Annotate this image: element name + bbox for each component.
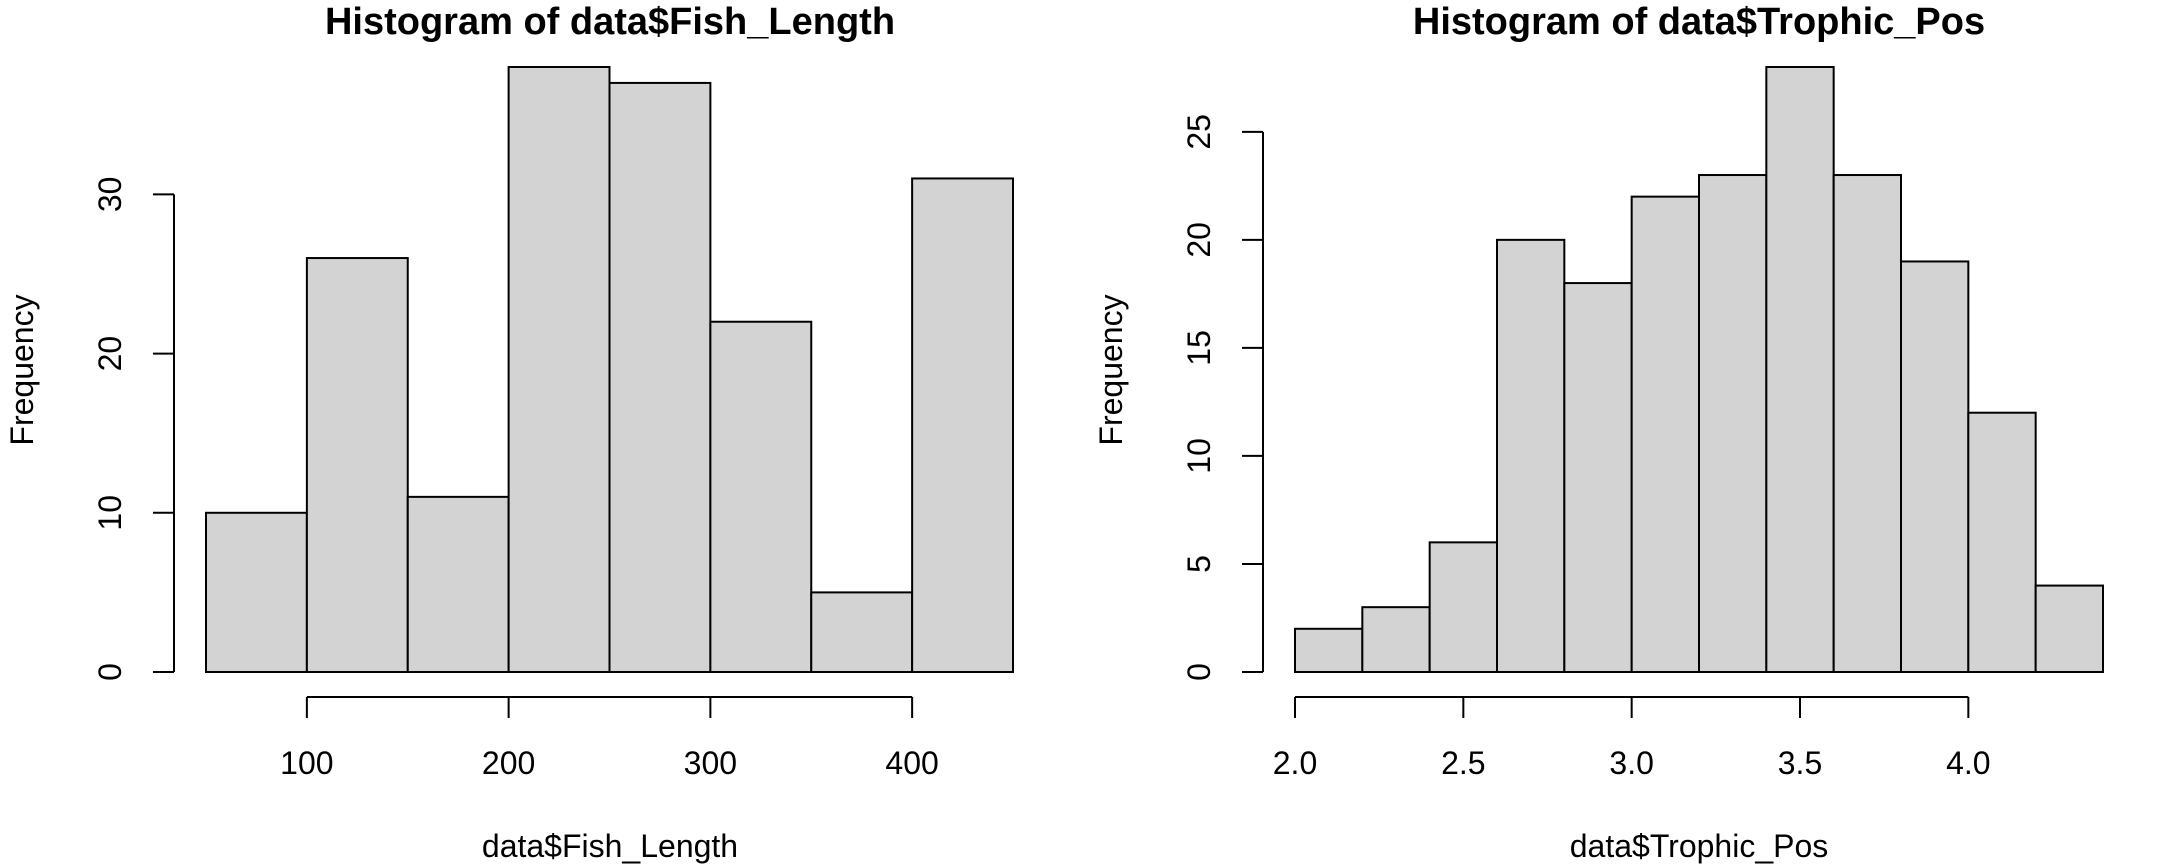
y-tick-label: 20	[1181, 222, 1217, 258]
y-axis: 0 10 20 30	[92, 177, 175, 681]
chart-title: Histogram of data$Trophic_Pos	[1413, 1, 1985, 43]
y-tick-label: 0	[1181, 663, 1217, 681]
histogram-bar	[406, 495, 510, 673]
x-tick-label: 2.0	[1273, 745, 1317, 781]
histogram-bar	[1832, 174, 1902, 674]
histogram-bar	[1967, 411, 2037, 673]
x-tick-label: 2.5	[1441, 745, 1485, 781]
y-tick-label: 15	[1181, 330, 1217, 366]
histogram-bar	[810, 591, 914, 673]
histogram-bar	[507, 66, 611, 673]
chart-title: Histogram of data$Fish_Length	[325, 1, 895, 43]
histogram-bar	[305, 257, 409, 673]
x-tick-label: 4.0	[1946, 745, 1990, 781]
y-axis-title: Frequency	[4, 294, 40, 445]
histogram-bar	[1428, 541, 1498, 673]
histogram-bar	[205, 511, 308, 674]
x-tick-label: 300	[684, 745, 737, 781]
histogram-bar	[1765, 66, 1835, 673]
histogram-bar	[1698, 174, 1768, 674]
x-axis-title: data$Trophic_Pos	[1570, 828, 1829, 864]
y-axis: 0 5 10 15 20 25	[1181, 114, 1264, 681]
y-tick-label: 30	[92, 177, 128, 213]
bars	[205, 66, 1014, 674]
trophic-pos-histogram: Histogram of data$Trophic_Pos data$Troph…	[1093, 1, 2104, 864]
x-axis: 100 200 300 400	[280, 696, 939, 781]
y-tick-label: 25	[1181, 114, 1217, 150]
histogram-bar	[1294, 627, 1364, 673]
x-axis-title: data$Fish_Length	[482, 828, 738, 864]
y-axis-title: Frequency	[1093, 294, 1129, 445]
fish-length-histogram: Histogram of data$Fish_Length data$Fish_…	[4, 1, 1014, 864]
y-tick-label: 0	[92, 663, 128, 681]
x-tick-label: 3.5	[1778, 745, 1822, 781]
histogram-bar	[709, 320, 813, 673]
x-tick-label: 200	[482, 745, 535, 781]
histogram-bar	[608, 81, 712, 673]
y-tick-label: 20	[92, 336, 128, 372]
histogram-bar	[1630, 195, 1700, 673]
x-tick-label: 3.0	[1609, 745, 1653, 781]
histogram-bar	[1900, 260, 1970, 673]
histogram-bar	[1361, 606, 1431, 674]
y-tick-label: 10	[1181, 438, 1217, 474]
histogram-bar	[911, 177, 1014, 674]
histogram-bar	[1496, 238, 1566, 673]
y-tick-label: 5	[1181, 555, 1217, 573]
x-tick-label: 400	[885, 745, 938, 781]
histogram-bar	[1563, 282, 1633, 673]
y-tick-label: 10	[92, 495, 128, 531]
histogram-bar	[2034, 584, 2104, 673]
bars	[1294, 66, 2104, 674]
x-axis: 2.0 2.5 3.0 3.5 4.0	[1273, 696, 1991, 781]
x-tick-label: 100	[280, 745, 333, 781]
